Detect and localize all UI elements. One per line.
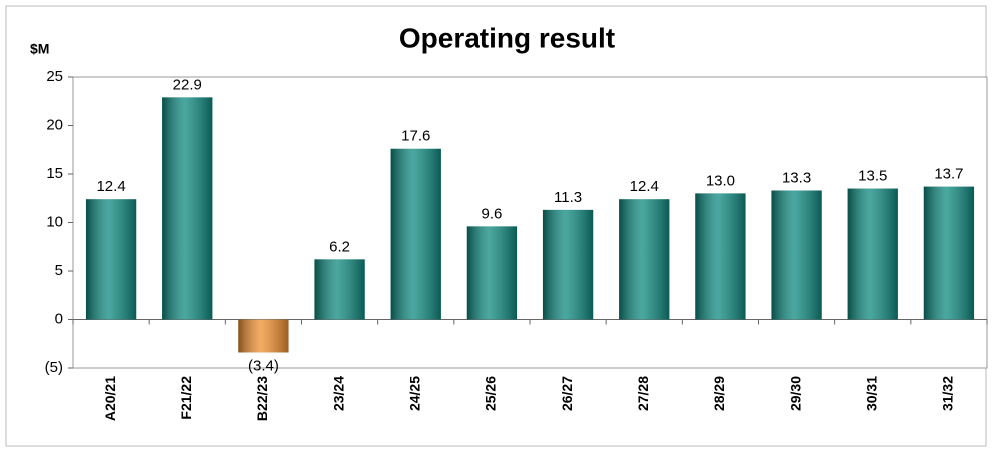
bar-shading [771, 190, 822, 320]
bar-shading [619, 199, 670, 320]
y-tick-label: 10 [46, 213, 63, 230]
bar-shading [85, 199, 137, 320]
value-label: 22.9 [173, 76, 202, 93]
value-label: 9.6 [481, 205, 502, 222]
x-tick-label: A20/21 [102, 376, 118, 421]
x-tick-label: B22/23 [254, 376, 270, 421]
chart-title: Operating result [399, 22, 615, 53]
y-tick-label: 20 [46, 116, 63, 133]
x-tick-label: 31/32 [940, 376, 956, 411]
value-label: 13.7 [934, 166, 963, 183]
y-tick-label: (5) [45, 359, 63, 376]
bar-shading [542, 209, 594, 320]
x-tick-label: 23/24 [330, 376, 346, 411]
bar-shading [847, 188, 898, 320]
y-axis-label: $M [30, 41, 49, 57]
x-tick-label: 30/31 [863, 376, 879, 411]
y-tick-label: 0 [55, 310, 63, 327]
bar-shading [923, 186, 975, 320]
value-label: 11.3 [554, 189, 582, 206]
value-label: 12.4 [630, 178, 659, 195]
y-tick-label: 15 [46, 165, 63, 182]
x-tick-label: F21/22 [178, 376, 194, 420]
value-label: 6.2 [329, 238, 350, 255]
x-tick-label: 25/26 [483, 376, 499, 411]
x-tick-label: 29/30 [787, 376, 803, 411]
bar-shading [314, 259, 365, 320]
value-label: 13.0 [706, 172, 735, 189]
x-tick-label: 24/25 [406, 376, 422, 411]
x-tick-label: 28/29 [711, 376, 727, 411]
value-label: 13.3 [782, 169, 811, 186]
y-tick-label: 5 [55, 262, 63, 279]
x-tick-label: 27/28 [635, 376, 651, 411]
bar-shading [466, 226, 518, 320]
bar-shading [390, 148, 441, 320]
bar-shading [162, 97, 213, 320]
bar-shading [695, 193, 746, 320]
value-label: (3.4) [248, 357, 279, 374]
value-label: 12.4 [96, 178, 125, 195]
bar-shading [238, 319, 289, 353]
value-label: 17.6 [401, 128, 430, 145]
x-tick-label: 26/27 [559, 376, 575, 411]
value-label: 13.5 [858, 168, 887, 185]
y-tick-label: 25 [46, 68, 63, 85]
